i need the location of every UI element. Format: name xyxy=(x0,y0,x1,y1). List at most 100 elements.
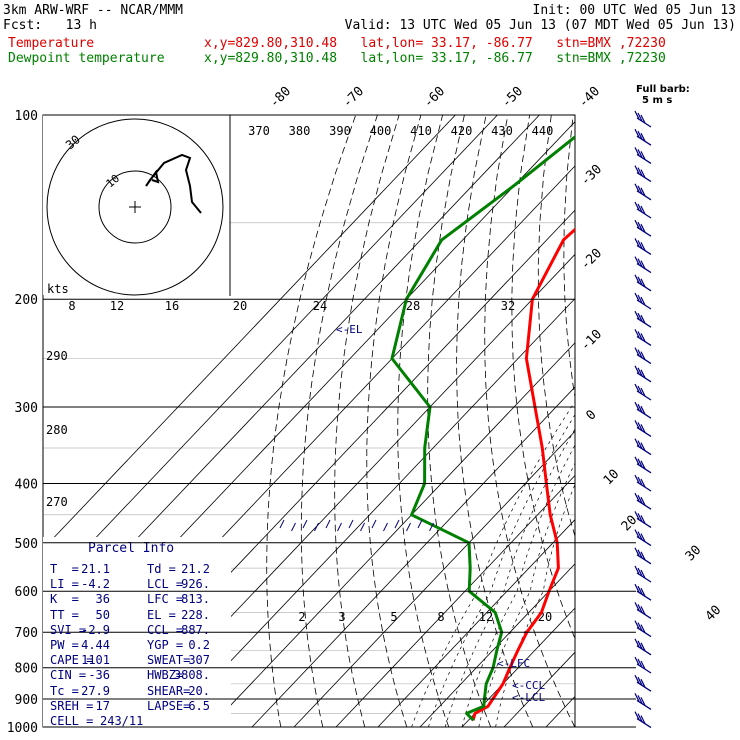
wind-barb-flag xyxy=(640,132,646,142)
wind-barb-flag xyxy=(634,620,640,629)
wind-barb-flag xyxy=(637,622,643,631)
wind-barb-flag xyxy=(637,294,643,304)
wind-barb-small xyxy=(291,522,296,532)
parcel-cell: 21.1 xyxy=(81,562,110,576)
wind-barb xyxy=(636,299,652,310)
parcel-cell: CAPE = xyxy=(50,653,94,668)
wind-barb-flag xyxy=(634,147,640,156)
isotherm-line xyxy=(43,115,456,550)
parcel-cell: CCL = xyxy=(147,622,184,637)
isotherm-label: -30 xyxy=(578,162,605,189)
wind-barb xyxy=(636,172,652,183)
wind-barb xyxy=(636,554,652,565)
wind-barb-flag xyxy=(637,640,643,650)
temp-legend-location: x,y=829.80,310.48 lat,lon= 33.17, -86.77… xyxy=(204,36,666,51)
wind-barb xyxy=(636,426,652,437)
wind-barb xyxy=(636,354,652,365)
parcel-cell: 27.9 xyxy=(81,683,110,698)
wind-barb-flag xyxy=(637,312,643,322)
wind-barb-small xyxy=(302,519,308,529)
moist-adiabat xyxy=(444,428,575,727)
hodo-speed-label: 16 xyxy=(165,299,179,313)
wind-barb-flag xyxy=(634,256,640,265)
moist-adiabat xyxy=(428,414,575,727)
wind-barb-flag xyxy=(634,310,640,320)
parcel-cell: LI = xyxy=(50,577,79,592)
parcel-cell: 813. xyxy=(181,592,210,607)
parcel-cell: 50 xyxy=(95,607,110,622)
wind-barb-flag xyxy=(637,585,643,595)
wind-barb-flag xyxy=(634,602,640,611)
dry-adiabat xyxy=(613,115,740,727)
theta-label: 430 xyxy=(491,124,513,138)
wind-barb-flag xyxy=(640,587,646,597)
mixing-ratio-label: 3 xyxy=(338,610,345,624)
hodograph-ring-10 xyxy=(98,170,172,244)
wind-barb xyxy=(636,390,652,401)
wind-barb-flag xyxy=(640,569,646,579)
dew-legend-location: x,y=829.80,310.48 lat,lon= 33.17, -86.77… xyxy=(204,51,666,66)
wind-barb-flag xyxy=(640,169,646,178)
wind-barb xyxy=(636,208,652,219)
wind-barb-flag xyxy=(634,492,640,502)
wind-barb-flag xyxy=(640,387,646,397)
parcel-cell: 228. xyxy=(181,607,210,622)
wind-barb-flag xyxy=(634,329,640,338)
parcel-cell: YGP = xyxy=(147,638,184,652)
isobar-label: 800 xyxy=(15,662,38,677)
wind-barb-flag xyxy=(637,658,643,668)
hodo-speed-label: 8 xyxy=(68,299,75,313)
parcel-cell: -36 xyxy=(88,668,110,683)
isobar-label: 500 xyxy=(15,537,38,552)
wind-barb xyxy=(636,627,652,638)
hodo-speed-label: 32 xyxy=(501,299,515,313)
parcel-cell: -2.9 xyxy=(81,622,110,637)
isotherm-line xyxy=(377,519,575,727)
dewpoint-trace xyxy=(390,134,575,722)
wind-barb xyxy=(636,226,652,237)
wind-barb-flag xyxy=(640,642,646,652)
wind-barb-flag xyxy=(637,494,643,504)
wind-barb-flag xyxy=(640,496,646,506)
wind-barb-flag xyxy=(640,533,646,542)
dry-adiabat xyxy=(366,115,422,727)
wind-barb-small xyxy=(394,519,400,529)
wind-barb-flag xyxy=(634,128,640,138)
dry-adiabat xyxy=(427,115,492,727)
hodograph-units: kts xyxy=(47,282,69,296)
wind-barb xyxy=(636,372,652,383)
wind-barb-flag xyxy=(634,638,640,648)
parcel-cell: 243/11 xyxy=(100,714,144,728)
theta-label-left: 290 xyxy=(46,349,68,363)
level-marker-el: <-EL xyxy=(336,323,363,336)
wind-barb-flag xyxy=(637,403,643,413)
wind-barb-flag xyxy=(634,456,640,466)
barb-title: Full barb: xyxy=(636,84,690,95)
dry-adiabat xyxy=(334,115,400,727)
parcel-cell: Tc = xyxy=(50,683,79,698)
isobar-label: 300 xyxy=(15,401,38,416)
isotherm-label: 10 xyxy=(601,467,623,489)
parcel-cell: SWEAT= xyxy=(147,653,191,668)
wind-barb-small xyxy=(279,519,285,529)
wind-barb xyxy=(636,718,652,729)
barb-unit: 5 m s xyxy=(642,95,672,106)
wind-barb-flag xyxy=(640,442,646,451)
isobar-label: 200 xyxy=(15,293,38,308)
wind-barb-flag xyxy=(640,333,646,342)
dry-adiabat xyxy=(563,115,575,400)
wind-barb-flag xyxy=(637,676,643,686)
wind-barb-flag xyxy=(634,401,640,411)
theta-label: 370 xyxy=(248,124,270,138)
wind-barb-flag xyxy=(640,351,646,360)
wind-barb-flag xyxy=(637,695,643,704)
wind-barb-flag xyxy=(634,529,640,538)
isotherm-label: -50 xyxy=(499,84,526,111)
wind-barb-flag xyxy=(640,460,646,470)
wind-barb-flag xyxy=(640,260,646,269)
wind-barb-flag xyxy=(634,183,640,193)
wind-barb-flag xyxy=(637,331,643,340)
wind-barb-flag xyxy=(640,223,646,233)
wind-barb-small xyxy=(417,519,423,529)
